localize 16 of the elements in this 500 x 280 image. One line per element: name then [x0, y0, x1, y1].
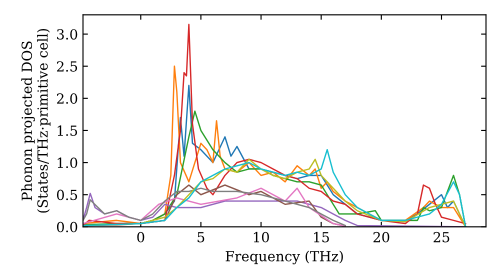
x-tick-label: 25 — [434, 232, 450, 242]
x-tick-label: 20 — [373, 232, 390, 242]
x-axis-title: Frequency (THz) — [226, 250, 343, 264]
x-tick-label: 0 — [137, 232, 144, 242]
x-tick-label: 5 — [198, 232, 204, 242]
y-tick-label: 3.0 — [57, 29, 78, 40]
y-tick-label: 2.5 — [56, 61, 78, 72]
y-tick-label: 2.0 — [56, 93, 78, 104]
line-series — [83, 24, 466, 226]
x-tick-label: 10 — [254, 232, 269, 242]
y-tick-label: 1.0 — [58, 158, 78, 168]
y-tick-label: 0.0 — [56, 222, 78, 232]
x-tick-label: 15 — [314, 232, 329, 242]
y-axis-title: Phonon projected DOS (States/THz·primitive cell) — [21, 28, 50, 213]
y-tick-label: 0.5 — [56, 190, 78, 200]
y-tick-label: 1.5 — [58, 125, 78, 136]
